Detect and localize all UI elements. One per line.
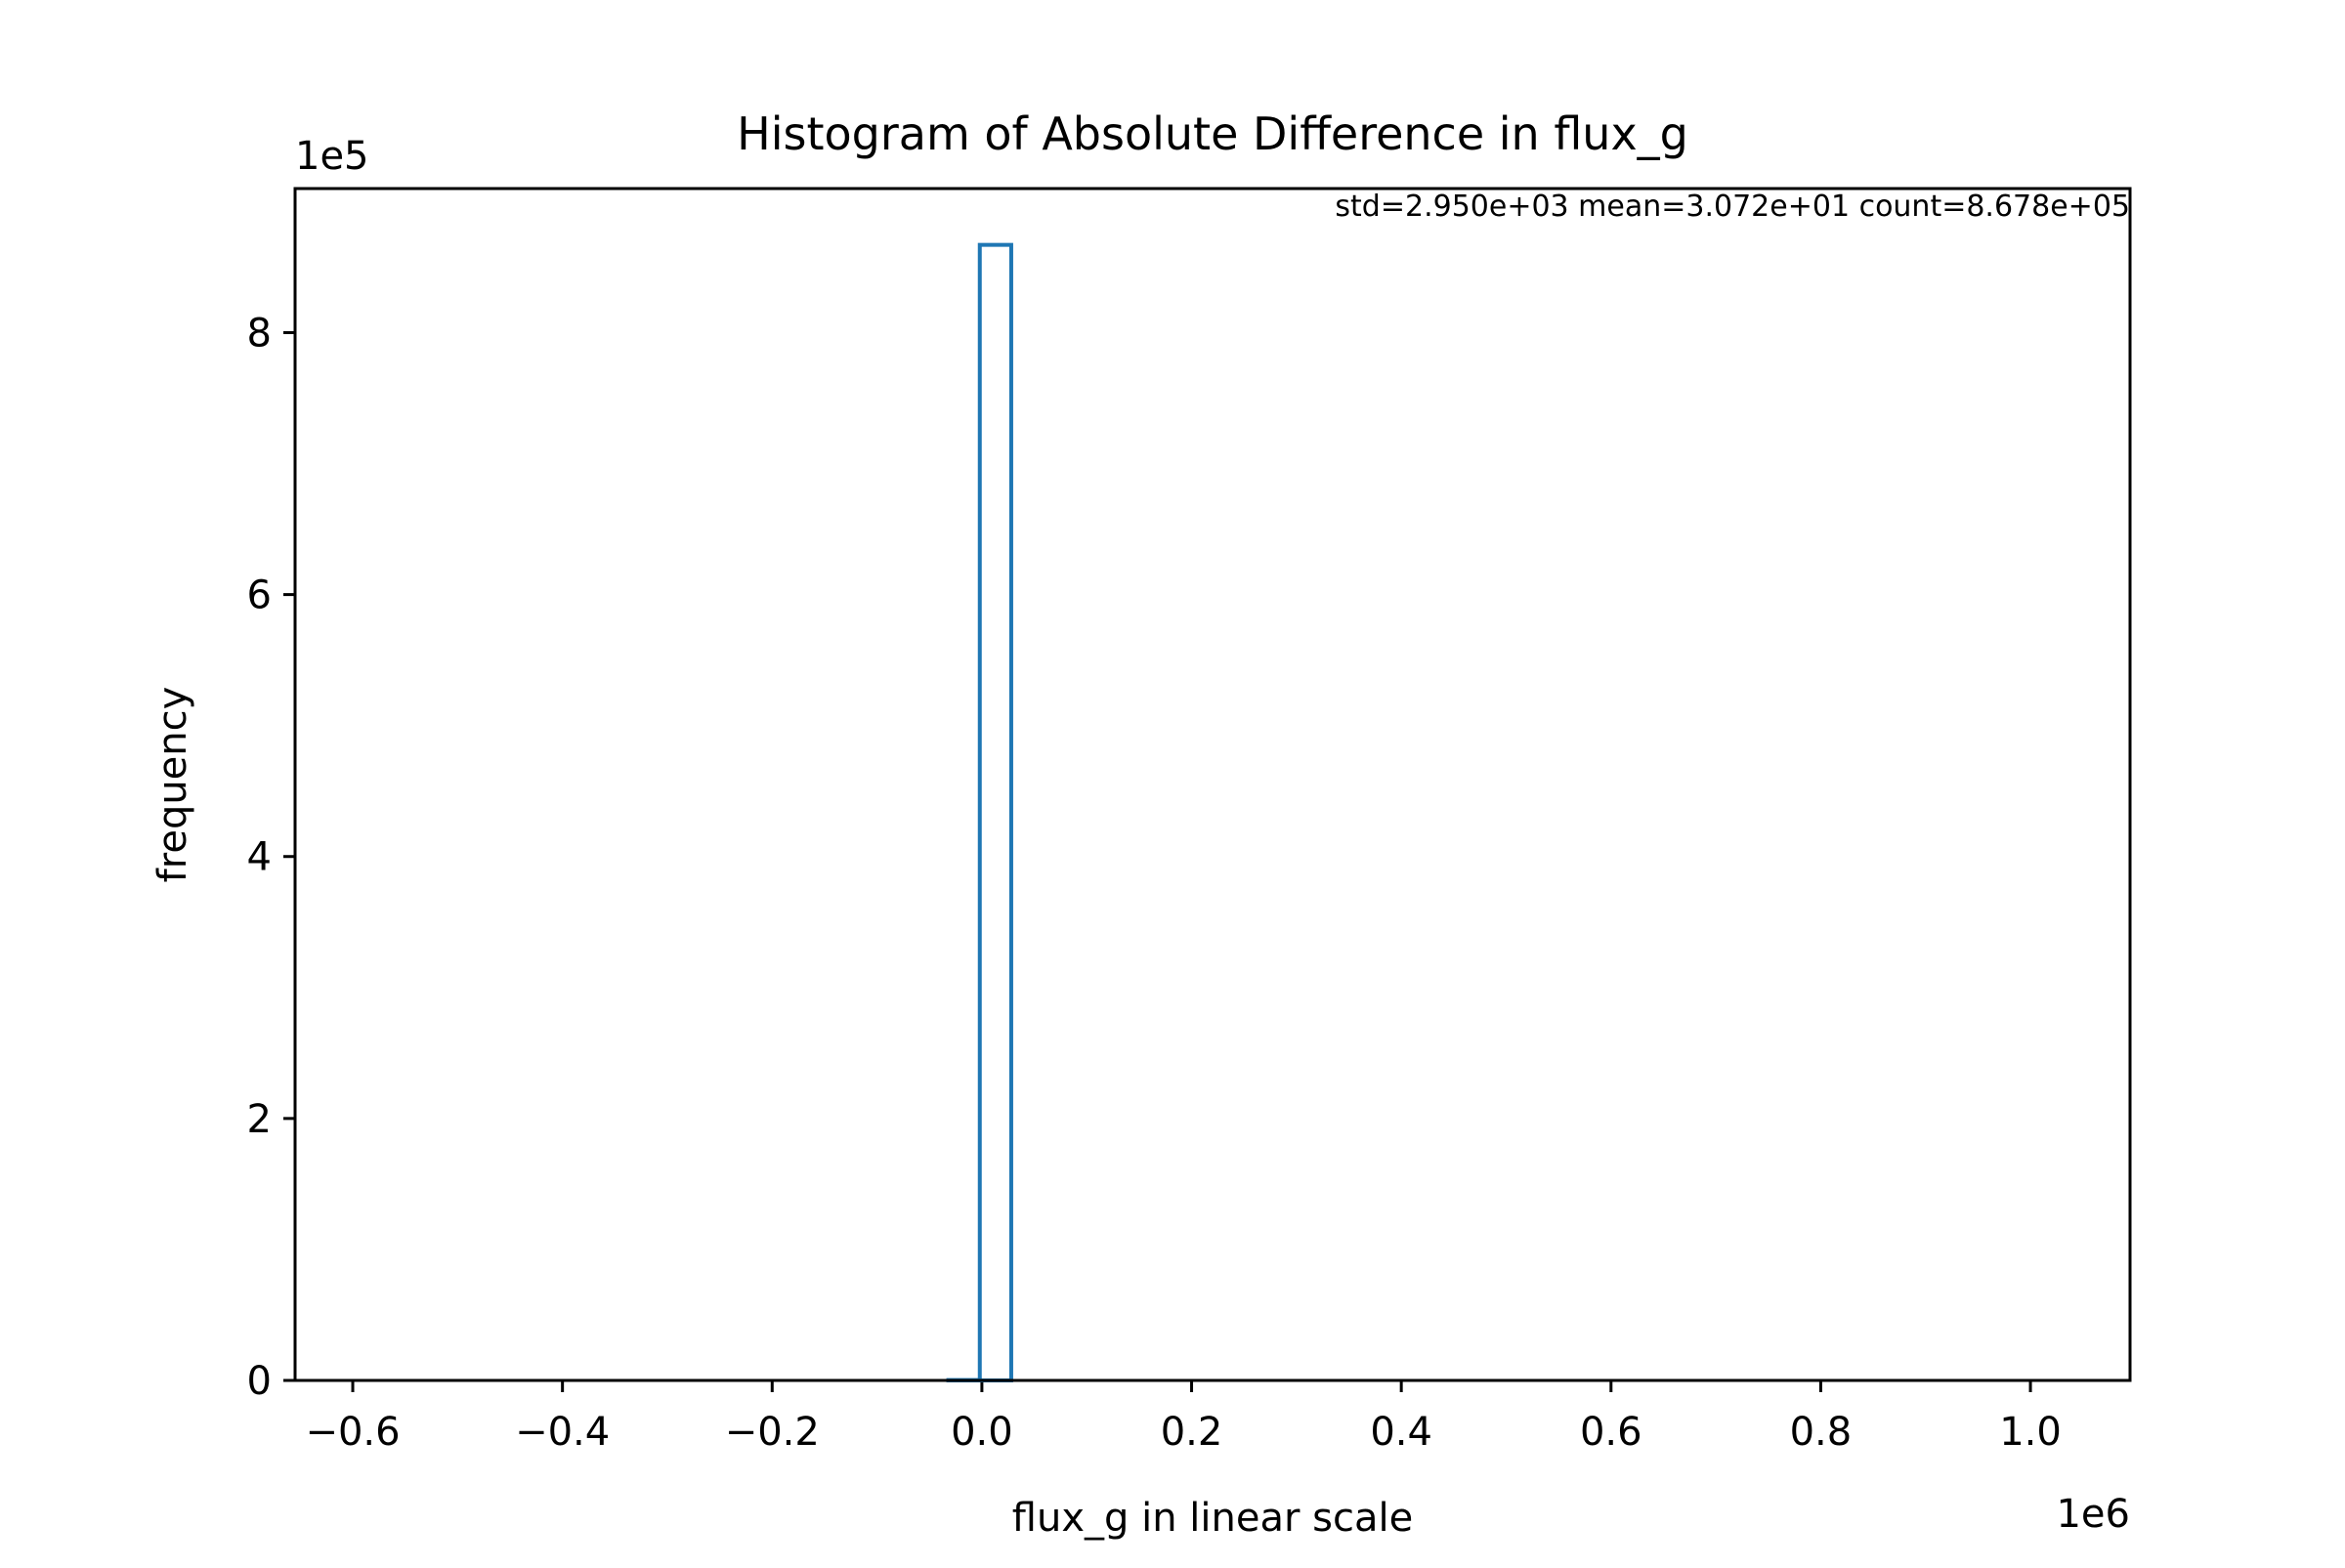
axes-frame [295, 189, 2130, 1380]
y-tick-label: 4 [247, 835, 272, 880]
x-tick-label: 1.0 [1999, 1410, 2062, 1455]
x-tick-label: 0.6 [1580, 1410, 1642, 1455]
stats-annotation: std=2.950e+03 mean=3.072e+01 count=8.678… [1335, 190, 2130, 224]
ticks-layer: −0.6 −0.4 −0.2 0.0 0.2 0.4 0.6 0.8 1.0 0 2 4 6 8 [247, 311, 2062, 1455]
y-tick-label: 6 [247, 573, 272, 618]
x-offset-label: 1e6 [2056, 1492, 2130, 1537]
histogram-bin [980, 245, 1011, 1380]
x-tick-label: −0.2 [725, 1410, 820, 1455]
bars-layer [949, 245, 1011, 1380]
x-tick-label: 0.2 [1161, 1410, 1223, 1455]
x-tick-label: 0.4 [1370, 1410, 1432, 1455]
x-tick-label: 0.0 [951, 1410, 1013, 1455]
x-tick-label: 0.8 [1790, 1410, 1853, 1455]
chart-title: Histogram of Absolute Difference in flux… [737, 107, 1688, 160]
y-tick-label: 2 [247, 1097, 272, 1142]
y-tick-label: 0 [247, 1359, 272, 1404]
x-tick-label: −0.4 [515, 1410, 610, 1455]
x-axis-label: flux_g in linear scale [1012, 1496, 1413, 1541]
y-offset-label: 1e5 [295, 134, 369, 179]
x-tick-label: −0.6 [305, 1410, 400, 1455]
y-axis-label: frequency [150, 687, 195, 883]
y-tick-label: 8 [247, 311, 272, 356]
